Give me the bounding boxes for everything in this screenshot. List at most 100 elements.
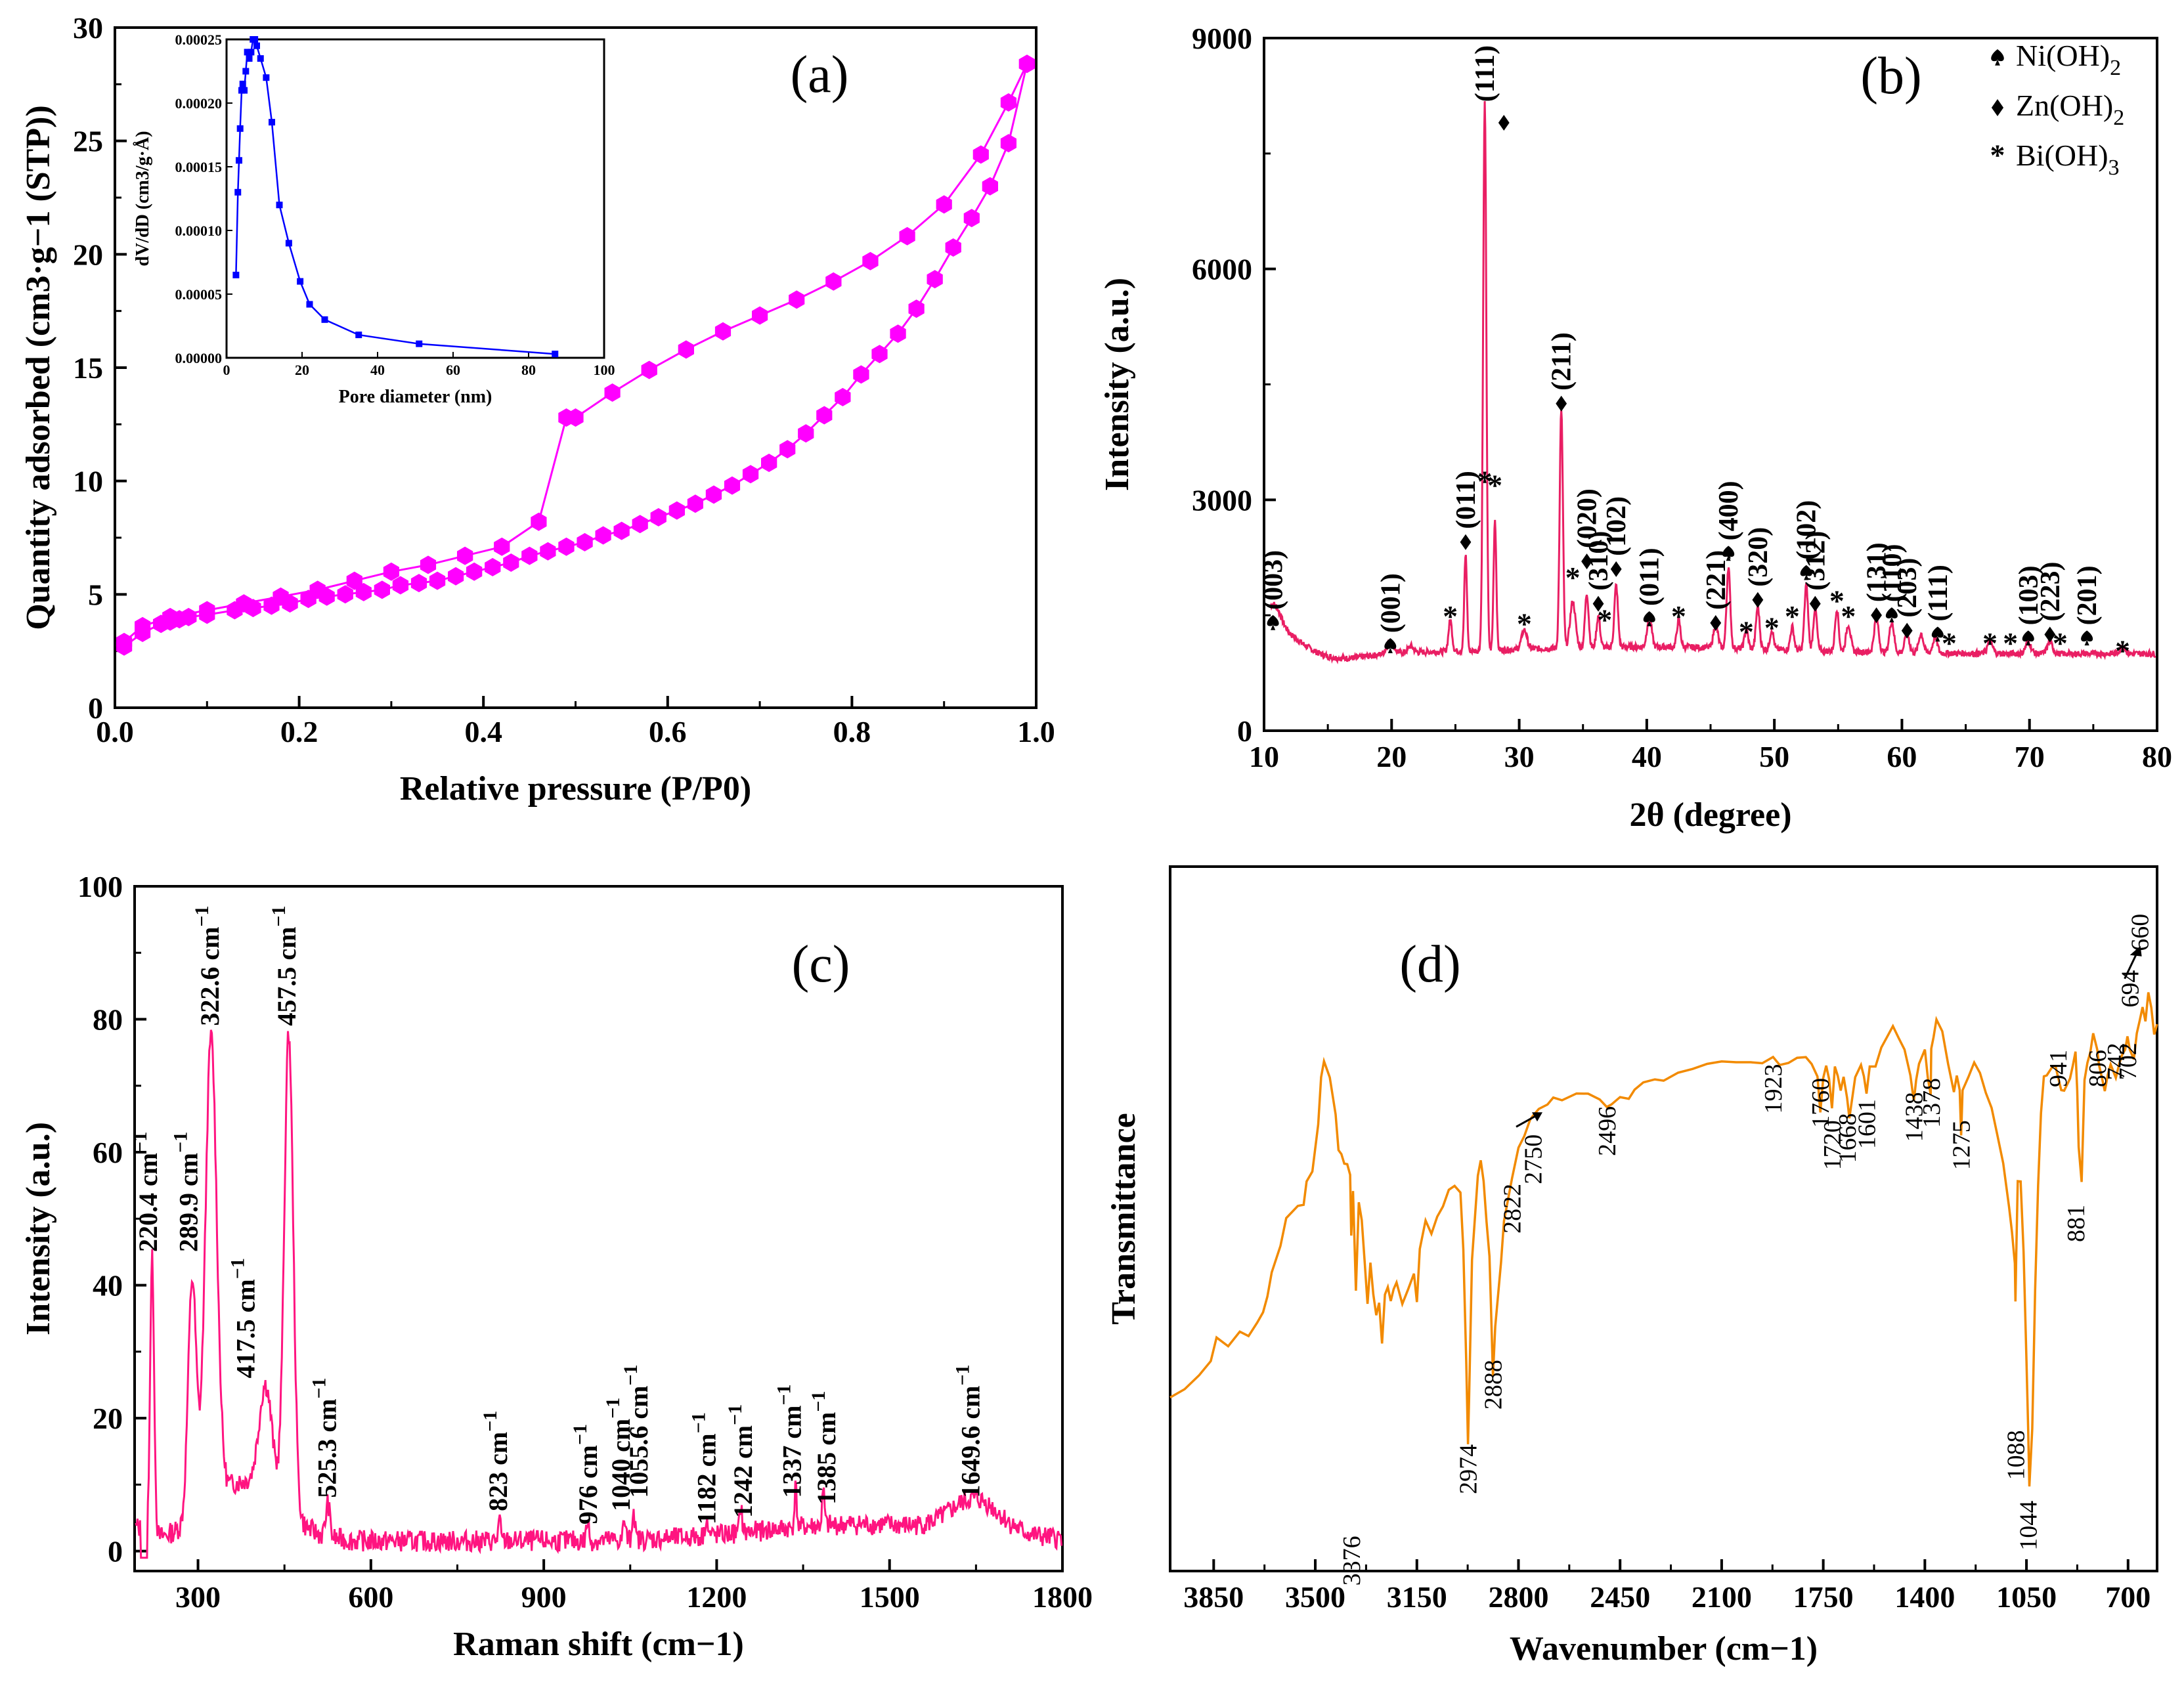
hkl-label: (312): [1801, 531, 1831, 591]
desorption-point: [899, 226, 915, 246]
hkl-label: (201): [2072, 565, 2103, 625]
panel-label: (c): [792, 936, 850, 993]
y-tick-label: 5: [88, 578, 103, 611]
x-tick-label: 0.8: [833, 715, 871, 748]
hkl-label: (320): [1743, 527, 1774, 587]
x-tick-label: 40: [1632, 740, 1662, 773]
adsorption-point: [742, 465, 759, 484]
raman-peak-label: 1649.6 cm−1: [952, 1364, 986, 1498]
y-tick-label: 10: [73, 465, 103, 498]
ftir-peak-label: 1275: [1948, 1120, 1976, 1170]
arrow-2750-head: [1531, 1112, 1542, 1122]
star-marker: *: [1990, 139, 2005, 172]
star-marker: *: [1565, 561, 1581, 594]
x-tick-label: 600: [348, 1580, 393, 1614]
inset-x-tick-label: 60: [446, 362, 460, 378]
spade-marker: [1384, 638, 1397, 653]
spade-marker: [1643, 611, 1655, 626]
desorption-point: [457, 546, 473, 565]
x-tick-label: 700: [2105, 1580, 2151, 1614]
inset-point: [416, 340, 423, 347]
hkl-label: (103): [2014, 565, 2044, 625]
adsorption-point: [521, 546, 538, 565]
ftir-peak-label: 742: [2103, 1043, 2130, 1080]
ftir-peak-label: 1760: [1807, 1078, 1835, 1128]
ftir-peak-label: 702: [2114, 1043, 2142, 1080]
inset-point: [269, 119, 275, 126]
x-tick-label: 0.2: [280, 715, 318, 748]
legend-subscript: 2: [2113, 106, 2124, 130]
raman-peak-label: 1385 cm−1: [808, 1391, 841, 1505]
desorption-point: [862, 251, 879, 270]
inset-frame: [225, 38, 605, 359]
x-tick-label: 1500: [860, 1580, 920, 1614]
x-tick-label: 30: [1504, 740, 1535, 773]
inset-point: [236, 125, 244, 132]
inset-point: [253, 42, 260, 49]
panel-a-bet-isotherm: 0.0 0.2 0.4 0.6 0.8 1.0 0 5 10 15 20 25 30 Relative p…: [20, 11, 1055, 808]
x-tick-label: 3850: [1183, 1580, 1244, 1614]
raman-peak-label: 1055.6 cm−1: [620, 1364, 653, 1498]
raman-peak-unit-superscript: −1: [569, 1424, 591, 1445]
y-tick-label: 0: [108, 1535, 123, 1568]
star-marker: *: [1477, 465, 1493, 498]
y-axis-label: Intensity (a.u.): [20, 1122, 57, 1335]
diamond-marker: [1498, 114, 1510, 131]
adsorption-point: [355, 582, 372, 601]
desorption-point: [236, 594, 252, 613]
y-tick-label: 20: [93, 1402, 123, 1435]
raman-peak-unit-superscript: −1: [268, 905, 290, 926]
ftir-peak-label: 2974: [1455, 1444, 1483, 1494]
y-tick-label: 3000: [1192, 483, 1252, 517]
star-marker: *: [1487, 469, 1502, 502]
y-tick-label: 100: [77, 870, 123, 903]
inset-y-tick-label: 0.00010: [175, 223, 223, 239]
x-tick-label: 50: [1759, 740, 1789, 773]
spade-marker: [1722, 546, 1735, 561]
y-tick-label: 20: [73, 238, 103, 271]
desorption-point: [714, 322, 732, 341]
inset-point: [257, 55, 264, 62]
adsorption-point: [374, 580, 390, 599]
hkl-label: (211): [1547, 332, 1577, 391]
ftir-peak-label: 1044: [2015, 1501, 2043, 1551]
inset-point: [234, 188, 242, 196]
y-tick-label: 40: [93, 1269, 123, 1303]
star-marker: *: [1671, 599, 1686, 633]
x-tick-label: 10: [1249, 740, 1279, 773]
raman-line: [135, 1029, 1063, 1559]
ftir-peak-label: 694: [2116, 970, 2144, 1008]
arrow-660-head: [2129, 945, 2142, 957]
x-axis-label: Relative pressure (P/P0): [400, 770, 751, 808]
spade-marker: [1991, 49, 2004, 66]
inset-point: [552, 351, 559, 358]
axes-frame: [1169, 865, 2158, 1572]
ftir-peak-label: 1601: [1853, 1099, 1881, 1149]
ftir-peak-label: 2888: [1480, 1360, 1508, 1410]
ftir-line: [1169, 992, 2158, 1487]
raman-peak-unit-superscript: −1: [170, 1132, 192, 1153]
spade-marker: [2081, 630, 2093, 646]
diamond-marker: [1901, 622, 1913, 639]
y-tick-label: 9000: [1192, 22, 1252, 55]
adsorption-point: [853, 365, 869, 384]
x-tick-label: 0.0: [96, 715, 134, 748]
adsorption-point: [963, 209, 980, 228]
ftir-peak-label: 3376: [1338, 1536, 1366, 1585]
raman-peak-label: 1337 cm−1: [774, 1384, 807, 1498]
adsorption-point: [558, 537, 575, 556]
raman-peak-label: 417.5 cm−1: [227, 1258, 261, 1378]
diamond-marker: [1460, 534, 1472, 550]
adsorption-point: [429, 571, 446, 590]
raman-peak-unit-superscript: −1: [808, 1391, 829, 1412]
inset-point: [297, 278, 304, 285]
panel-label: (b): [1860, 47, 1921, 105]
desorption-point: [494, 537, 510, 556]
inset-point: [248, 49, 255, 56]
hkl-label: (102): [1602, 496, 1632, 556]
hkl-label: (400): [1714, 481, 1744, 540]
raman-peak-label: 525.3 cm−1: [308, 1377, 341, 1498]
adsorption-point: [668, 501, 685, 520]
x-tick-label: 1200: [686, 1580, 747, 1614]
raman-peak-label: 322.6 cm−1: [191, 905, 225, 1025]
